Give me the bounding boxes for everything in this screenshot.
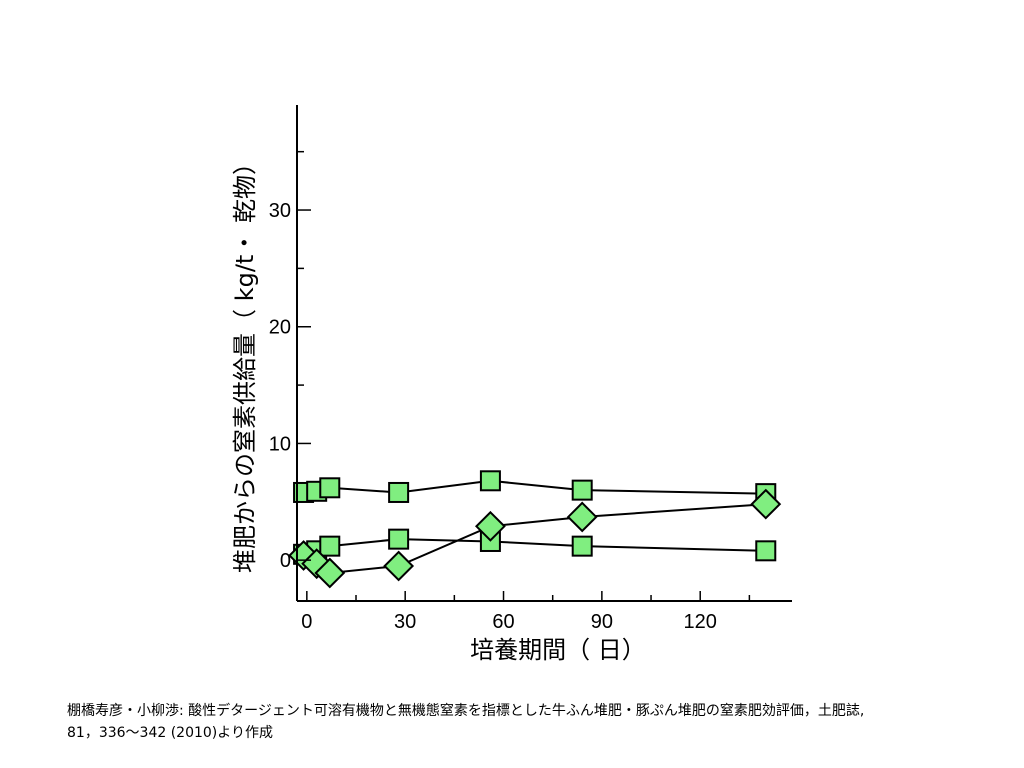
y-tick-label: 10 bbox=[269, 433, 291, 455]
diamond-marker bbox=[474, 510, 506, 542]
square-marker bbox=[571, 479, 593, 501]
citation-line-1: 棚橋寿彦・小柳渉: 酸性デタージェント可溶有機物と無機態窒素を指標とした牛ふん堆… bbox=[67, 703, 865, 719]
square-marker bbox=[388, 481, 410, 503]
square-marker bbox=[319, 535, 341, 557]
series-line bbox=[303, 503, 766, 575]
y-tick-label: 20 bbox=[269, 317, 291, 339]
y-tick-label: 0 bbox=[280, 550, 291, 572]
x-axis-title: 培養期間（ 日） bbox=[470, 636, 646, 664]
diamond-marker bbox=[566, 501, 598, 533]
series-line bbox=[303, 538, 766, 556]
x-tick-label: 30 bbox=[394, 611, 416, 633]
square-marker bbox=[571, 535, 593, 557]
series-2 bbox=[293, 528, 777, 565]
square-marker bbox=[319, 477, 341, 499]
square-marker bbox=[388, 528, 410, 550]
diamond-marker bbox=[750, 488, 782, 520]
series-1 bbox=[293, 470, 777, 505]
y-axis-title: 堆肥からの窒素供給量（ kg/t・ 乾物） bbox=[231, 151, 259, 573]
series-line bbox=[303, 479, 766, 495]
square-marker bbox=[755, 540, 777, 562]
x-tick-label: 120 bbox=[684, 611, 717, 633]
square-marker bbox=[479, 470, 501, 492]
x-tick-label: 60 bbox=[492, 611, 514, 633]
y-tick-label: 30 bbox=[269, 200, 291, 222]
diamond-marker bbox=[314, 557, 346, 589]
citation-line-2: 81，336～342 (2010)より作成 bbox=[67, 725, 273, 741]
series-3 bbox=[288, 488, 782, 589]
axes: 0 10 20 30 0 30 60 90 120 bbox=[269, 105, 792, 633]
source-citation: 棚橋寿彦・小柳渉: 酸性デタージェント可溶有機物と無機態窒素を指標とした牛ふん堆… bbox=[67, 700, 997, 744]
x-tick-label: 90 bbox=[591, 611, 613, 633]
diamond-marker bbox=[383, 550, 415, 582]
series-layer bbox=[288, 470, 782, 589]
x-tick-label: 0 bbox=[301, 611, 312, 633]
